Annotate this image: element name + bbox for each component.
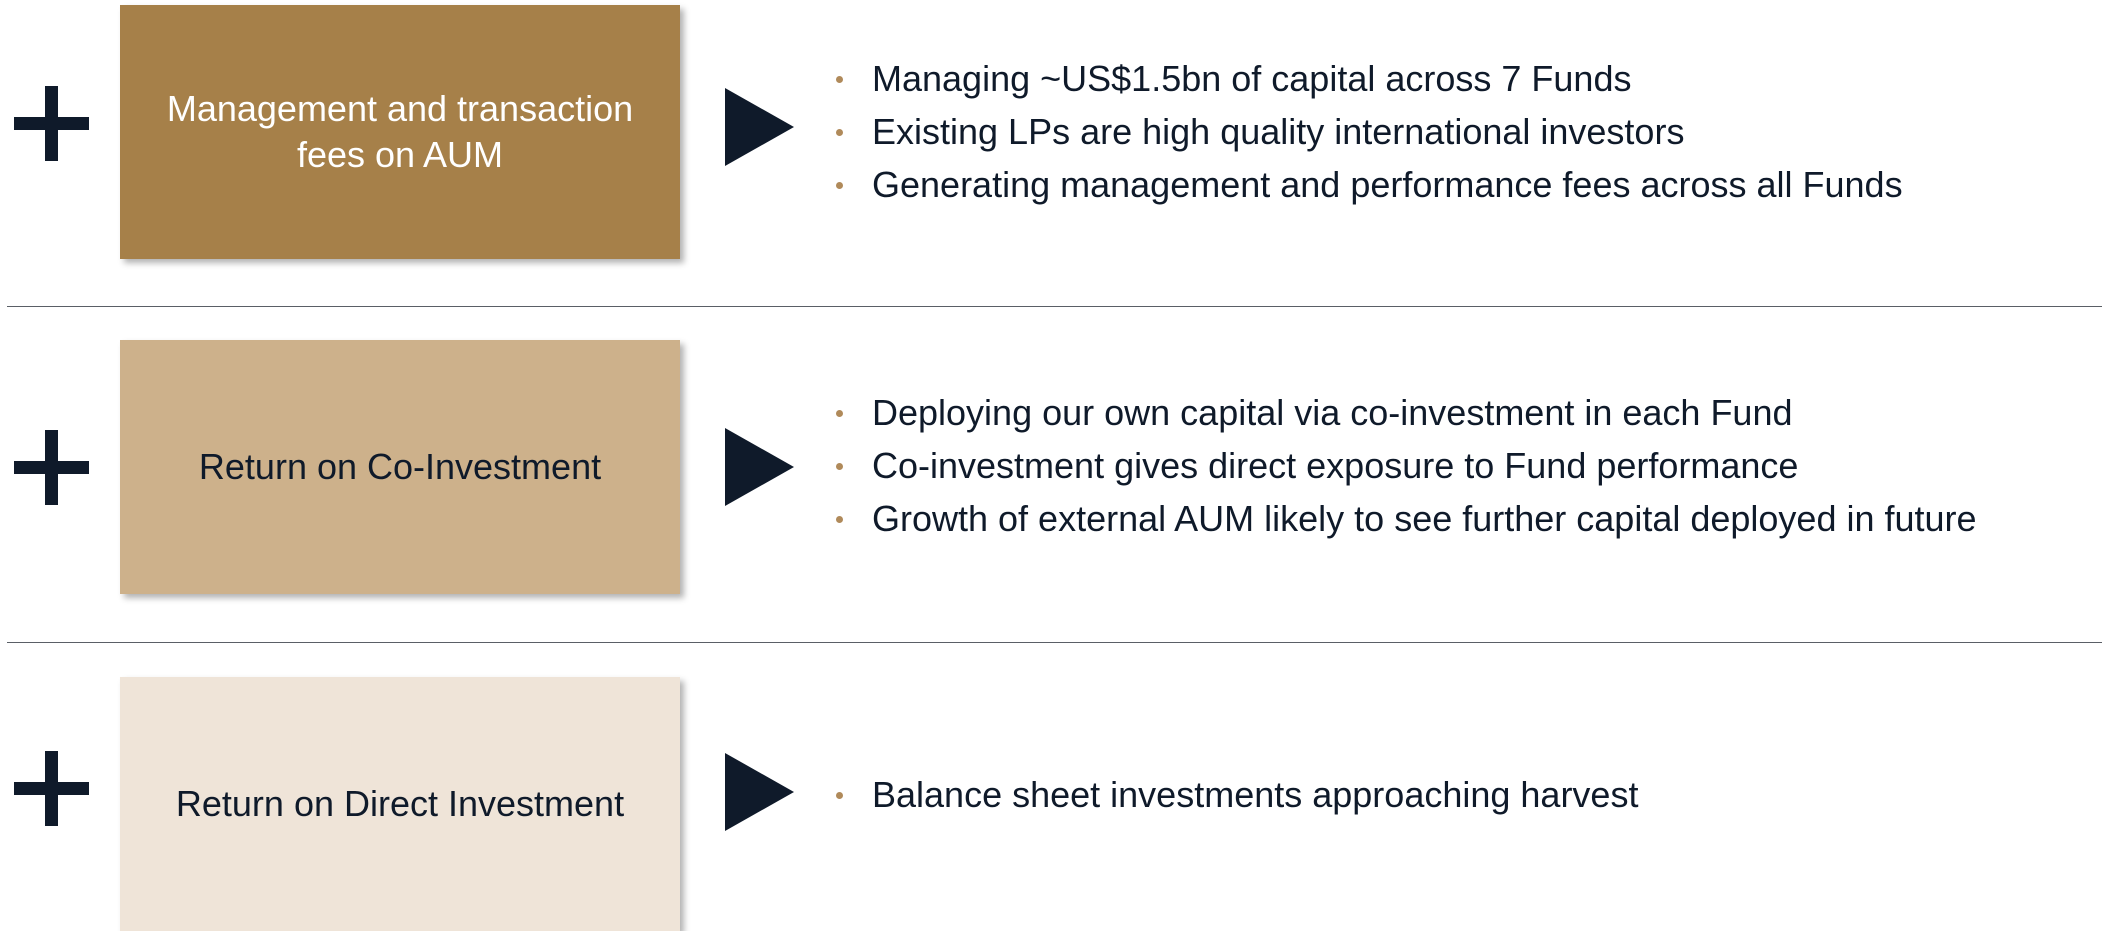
bullet-list: Deploying our own capital via co-investm…	[836, 386, 1977, 545]
arrow	[725, 428, 794, 506]
bullet-item: Co-investment gives direct exposure to F…	[836, 439, 1977, 492]
bullet-list: Balance sheet investments approaching ha…	[836, 768, 1638, 821]
plus-icon	[14, 430, 89, 505]
separator	[7, 642, 2102, 643]
plus-icon	[14, 86, 89, 161]
arrow	[725, 88, 794, 166]
category-box: Return on Direct Investment	[120, 677, 680, 931]
separator	[7, 306, 2102, 307]
bullet-item: Deploying our own capital via co-investm…	[836, 386, 1977, 439]
bullet-item: Balance sheet investments approaching ha…	[836, 768, 1638, 821]
category-box: Management and transaction fees on AUM	[120, 5, 680, 259]
bullet-item: Managing ~US$1.5bn of capital across 7 F…	[836, 52, 1903, 105]
bullet-item: Growth of external AUM likely to see fur…	[836, 492, 1977, 545]
bullet-list: Managing ~US$1.5bn of capital across 7 F…	[836, 52, 1903, 211]
arrow	[725, 753, 794, 831]
category-box: Return on Co-Investment	[120, 340, 680, 594]
bullet-item: Existing LPs are high quality internatio…	[836, 105, 1903, 158]
plus-icon	[14, 751, 89, 826]
bullet-item: Generating management and performance fe…	[836, 158, 1903, 211]
